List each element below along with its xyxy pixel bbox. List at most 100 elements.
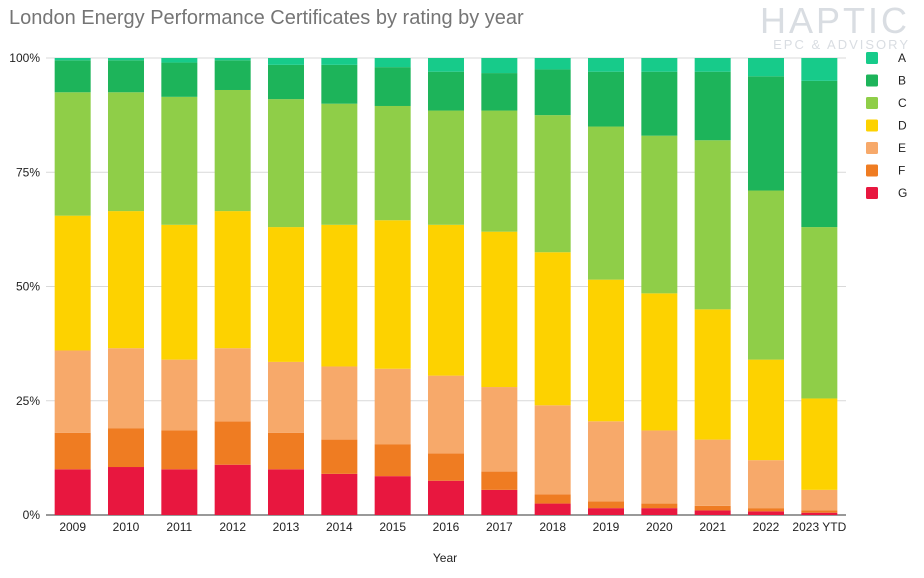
legend-label: A — [898, 51, 906, 65]
bar-segment-G-2021 — [694, 510, 731, 515]
bar-segment-F-2015 — [374, 444, 411, 477]
bar-segment-E-2018 — [534, 405, 571, 495]
bar-segment-C-2011 — [161, 96, 198, 225]
bar-segment-D-2019 — [588, 279, 624, 422]
bar-segment-C-2022 — [748, 190, 784, 360]
bar-segment-E-2022 — [748, 460, 784, 509]
y-tick-label: 0% — [23, 508, 41, 522]
x-tick-label: 2021 — [699, 520, 726, 534]
bar-segment-F-2013 — [268, 432, 304, 470]
legend-item-F: F — [866, 164, 905, 178]
logo-brand-text: HAPTIC — [759, 0, 910, 41]
bar-segment-D-2015 — [374, 220, 411, 369]
legend-item-B: B — [866, 74, 906, 88]
bar-segment-D-2021 — [694, 309, 731, 440]
bar-segment-G-2020 — [641, 508, 678, 515]
bar-segment-A-2013 — [268, 58, 304, 65]
bar-segment-G-2015 — [374, 476, 411, 515]
bar-segment-G-2013 — [268, 469, 304, 515]
bar-segment-E-2013 — [268, 361, 304, 433]
bar-segment-G-2009 — [54, 469, 91, 515]
bar-segment-A-2017 — [481, 58, 518, 74]
bar-segment-B-2014 — [321, 64, 358, 104]
bar-segment-E-2019 — [588, 421, 624, 502]
x-tick-label: 2015 — [379, 520, 406, 534]
x-tick-label: 2022 — [753, 520, 780, 534]
bar-segment-C-2009 — [54, 92, 91, 216]
legend-label: B — [898, 74, 906, 88]
x-tick-label: 2017 — [486, 520, 513, 534]
y-tick-label: 75% — [16, 165, 40, 179]
bar-segment-B-2023-YTD — [801, 80, 838, 228]
x-tick-label: 2014 — [326, 520, 353, 534]
bar-segment-B-2016 — [428, 71, 464, 111]
x-tick-label: 2016 — [433, 520, 460, 534]
bar-segment-C-2012 — [214, 89, 251, 212]
bar-segment-G-2011 — [161, 469, 198, 515]
legend-label: F — [898, 164, 905, 178]
bar-segment-E-2014 — [321, 366, 358, 440]
bar-segment-B-2013 — [268, 64, 304, 100]
bar-segment-F-2011 — [161, 430, 198, 470]
legend-swatch — [866, 97, 878, 109]
legend-swatch — [866, 164, 878, 177]
bar-segment-C-2020 — [641, 135, 678, 294]
bars — [54, 58, 838, 515]
bar-segment-D-2012 — [214, 211, 251, 349]
bar-segment-C-2014 — [321, 103, 358, 225]
bar-segment-E-2016 — [428, 375, 464, 454]
bar-segment-D-2022 — [748, 359, 784, 461]
y-tick-label: 100% — [9, 51, 40, 65]
bar-segment-F-2023-YTD — [801, 510, 838, 513]
bar-segment-G-2019 — [588, 508, 624, 515]
bar-segment-A-2019 — [588, 58, 624, 72]
bar-segment-G-2016 — [428, 480, 464, 515]
x-tick-label: 2020 — [646, 520, 673, 534]
legend-swatch — [866, 52, 878, 64]
bar-segment-F-2018 — [534, 494, 571, 504]
chart-title: London Energy Performance Certificates b… — [9, 7, 524, 29]
legend-swatch — [866, 74, 878, 87]
bar-segment-B-2022 — [748, 76, 784, 191]
bar-segment-E-2012 — [214, 348, 251, 422]
bar-segment-G-2017 — [481, 489, 518, 515]
x-tick-label: 2009 — [59, 520, 86, 534]
bar-segment-A-2018 — [534, 58, 571, 70]
bar-segment-F-2020 — [641, 503, 678, 509]
bar-segment-G-2022 — [748, 511, 784, 515]
logo-sub-text: EPC & ADVISORY — [773, 37, 910, 52]
bar-segment-C-2018 — [534, 115, 571, 253]
bar-segment-F-2021 — [694, 505, 731, 511]
bar-segment-D-2020 — [641, 293, 678, 431]
bar-segment-E-2017 — [481, 387, 518, 472]
bar-segment-C-2021 — [694, 140, 731, 310]
bar-segment-F-2009 — [54, 432, 91, 470]
bar-segment-B-2009 — [54, 60, 91, 93]
bar-segment-C-2016 — [428, 110, 464, 225]
bar-segment-G-2014 — [321, 473, 358, 515]
legend-item-D: D — [866, 119, 907, 133]
x-tick-label: 2019 — [593, 520, 620, 534]
bar-segment-C-2013 — [268, 99, 304, 228]
bar-segment-G-2018 — [534, 503, 571, 515]
bar-segment-B-2012 — [214, 60, 251, 90]
bar-segment-C-2023-YTD — [801, 227, 838, 399]
bar-segment-D-2017 — [481, 231, 518, 388]
bar-segment-E-2011 — [161, 359, 198, 431]
bar-segment-B-2011 — [161, 62, 198, 97]
bar-segment-C-2010 — [108, 92, 144, 212]
bar-segment-B-2020 — [641, 71, 678, 136]
x-tick-label: 2012 — [219, 520, 246, 534]
bar-segment-A-2022 — [748, 58, 784, 77]
bar-segment-D-2013 — [268, 227, 304, 362]
bar-segment-A-2011 — [161, 58, 198, 63]
legend-item-C: C — [866, 96, 907, 110]
legend-item-E: E — [866, 141, 906, 155]
legend-label: E — [898, 141, 906, 155]
x-tick-label: 2011 — [166, 520, 192, 534]
x-tick-label: 2018 — [539, 520, 566, 534]
bar-segment-D-2016 — [428, 224, 464, 376]
bar-segment-F-2012 — [214, 421, 251, 465]
legend-swatch — [866, 142, 878, 154]
